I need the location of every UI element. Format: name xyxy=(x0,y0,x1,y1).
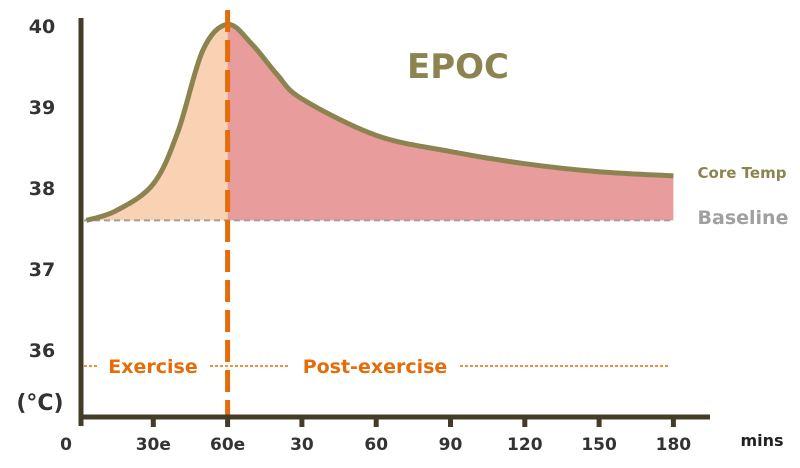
y-axis-label: (°C) xyxy=(16,391,63,416)
x-tick-label: 60e xyxy=(210,435,245,455)
x-tick-label: 0 xyxy=(60,435,72,455)
exercise-area xyxy=(84,24,228,221)
y-tick-label: 39 xyxy=(29,97,55,119)
y-tick-label: 37 xyxy=(29,259,55,281)
exercise-region-label: Exercise xyxy=(108,356,197,378)
chart-title: EPOC xyxy=(407,47,509,87)
post-exercise-area xyxy=(227,24,674,221)
post-exercise-region-label: Post-exercise xyxy=(303,356,448,378)
x-tick-label: 60 xyxy=(364,435,388,455)
x-tick-label: 180 xyxy=(656,435,692,455)
x-tick-label: 30 xyxy=(290,435,314,455)
x-tick-label: 90 xyxy=(439,435,463,455)
legend-core-temp: Core Temp xyxy=(698,164,787,182)
y-tick-label: 40 xyxy=(29,16,55,38)
ticks: 36 37 38 39 40 0 30e 60e 30 60 90 120 150 180 xyxy=(29,16,692,455)
y-tick-label: 38 xyxy=(29,178,55,200)
x-axis-label: mins xyxy=(740,431,783,450)
x-tick-label: 30e xyxy=(136,435,171,455)
y-tick-label: 36 xyxy=(29,340,55,362)
core-temp-line xyxy=(85,21,674,223)
x-tick-label: 120 xyxy=(507,435,543,455)
x-tick-label: 150 xyxy=(581,435,617,455)
legend-baseline: Baseline xyxy=(698,207,789,229)
axes xyxy=(78,18,710,426)
